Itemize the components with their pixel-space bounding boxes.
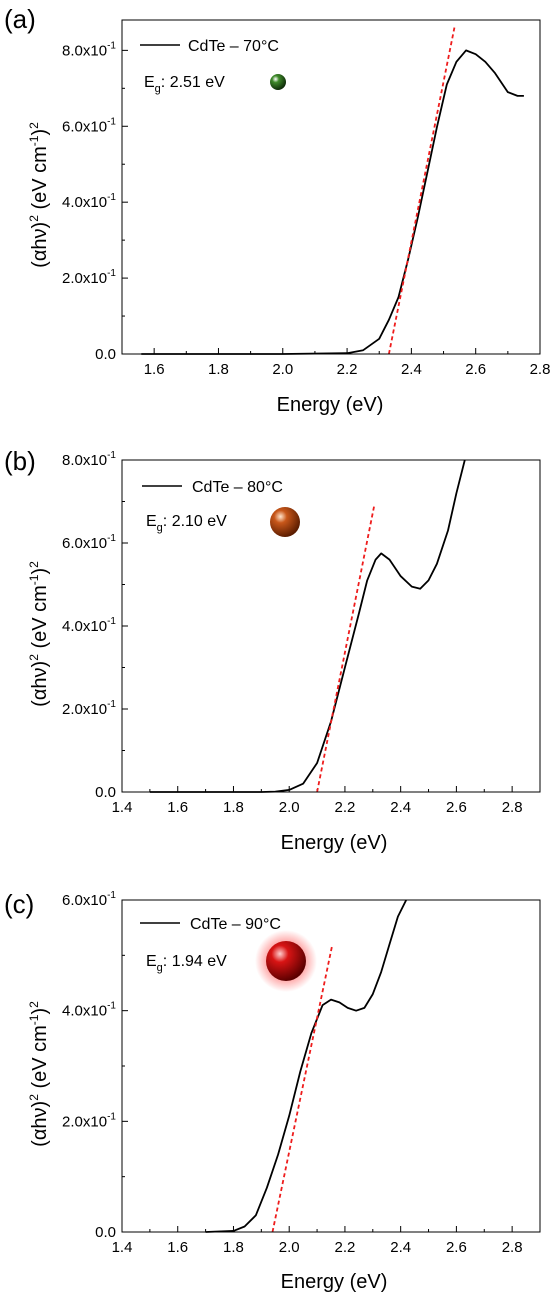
x-tick-label: 2.4 xyxy=(390,799,411,816)
bandgap-symbol: E xyxy=(146,953,157,970)
x-tick-label: 2.2 xyxy=(337,361,358,378)
axis-ticks: 1.4 1.6 1.8 2.0 2.2 2.4 2.6 2.8 0.0 2.0x10-1 4.0x1… xyxy=(62,890,523,1256)
absorption-curve-line xyxy=(205,899,408,1233)
chart-panel-b: (b) (αhν)2 (eV cm-1)2 Energy (eV) 1.4 1.6… xyxy=(4,446,541,854)
orange-sphere-icon xyxy=(270,507,300,537)
bandgap-value: : 2.51 eV xyxy=(161,74,225,91)
x-axis-label: Energy (eV) xyxy=(281,832,388,854)
x-tick-label: 1.8 xyxy=(223,799,244,816)
plot-frame xyxy=(121,19,541,355)
absorption-curve-line xyxy=(141,49,524,355)
chart-panel-c: (c) (αhν)2 (eV cm-1)2 Energy (eV) 1.4 1.6… xyxy=(4,889,541,1293)
x-tick-label: 2.2 xyxy=(335,1239,356,1256)
legend: CdTe – 80°C Eg: 2.10 eV xyxy=(142,479,300,537)
bandgap-subscript: g xyxy=(157,522,163,534)
legend: CdTe – 90°C Eg: 1.94 eV xyxy=(140,916,317,992)
y-tick-label: 2.0x10-1 xyxy=(62,1111,116,1130)
legend-series-label: CdTe – 70°C xyxy=(188,38,279,55)
x-tick-label: 2.6 xyxy=(446,799,467,816)
bandgap-symbol: E xyxy=(146,513,157,530)
y-tick-label: 4.0x10-1 xyxy=(62,1001,116,1020)
bandgap-symbol: E xyxy=(144,74,155,91)
legend-series-label: CdTe – 90°C xyxy=(190,916,281,933)
x-tick-label: 2.8 xyxy=(502,1239,523,1256)
x-tick-label: 1.8 xyxy=(223,1239,244,1256)
plot-area xyxy=(141,25,524,355)
x-tick-label: 2.4 xyxy=(390,1239,411,1256)
panel-label: (c) xyxy=(4,889,34,919)
x-tick-label: 2.6 xyxy=(465,361,486,378)
x-tick-label: 2.4 xyxy=(401,361,422,378)
y-tick-label: 0.0 xyxy=(95,346,116,363)
y-tick-label: 4.0x10-1 xyxy=(62,192,116,211)
y-axis-title: (αhν)2 (eV cm-1)2 xyxy=(27,1001,51,1147)
y-axis-title: (αhν)2 (eV cm-1)2 xyxy=(27,122,51,268)
x-tick-label: 2.0 xyxy=(272,361,293,378)
x-tick-label: 2.6 xyxy=(446,1239,467,1256)
panel-label: (a) xyxy=(4,4,36,34)
x-tick-label: 2.8 xyxy=(502,799,523,816)
bandgap-subscript: g xyxy=(157,962,163,974)
y-tick-label: 8.0x10-1 xyxy=(62,450,116,469)
axis-ticks: 1.4 1.6 1.8 2.0 2.2 2.4 2.6 2.8 0.0 2.0x10-1 4.0x1… xyxy=(62,450,523,816)
y-tick-label: 0.0 xyxy=(95,784,116,801)
x-tick-label: 1.4 xyxy=(112,1239,133,1256)
y-tick-label: 8.0x10-1 xyxy=(62,40,116,59)
plot-frame xyxy=(121,459,541,793)
plot-frame xyxy=(121,899,541,1233)
chart-panel-a: (a) (αhν)2 (eV cm-1)2 Energy (eV) 1.6 1.8… xyxy=(4,4,550,416)
bandgap-label: Eg: 2.10 eV xyxy=(146,513,227,534)
x-tick-label: 1.4 xyxy=(112,799,133,816)
x-tick-label: 2.8 xyxy=(530,361,550,378)
y-axis-label: (αhν)2 (eV cm-1)2 xyxy=(27,1001,51,1147)
bandgap-label: Eg: 1.94 eV xyxy=(146,953,227,974)
panel-label: (b) xyxy=(4,446,36,476)
green-sphere-icon xyxy=(270,74,286,90)
axis-ticks: 1.6 1.8 2.0 2.2 2.4 2.6 2.8 0.0 2.0x10-1 4.0x10-1… xyxy=(62,40,550,378)
x-axis-label: Energy (eV) xyxy=(277,394,384,416)
x-tick-label: 2.2 xyxy=(335,799,356,816)
plot-area xyxy=(149,459,466,793)
x-tick-label: 2.0 xyxy=(279,1239,300,1256)
legend: CdTe – 70°C Eg: 2.51 eV xyxy=(140,38,286,95)
y-tick-label: 4.0x10-1 xyxy=(62,616,116,635)
bandgap-label: Eg: 2.51 eV xyxy=(144,74,225,95)
x-tick-label: 2.0 xyxy=(279,799,300,816)
y-tick-label: 6.0x10-1 xyxy=(62,890,116,909)
y-axis-title: (αhν)2 (eV cm-1)2 xyxy=(27,561,51,707)
bandgap-value: : 2.10 eV xyxy=(163,513,227,530)
y-tick-label: 2.0x10-1 xyxy=(62,268,116,287)
y-tick-label: 2.0x10-1 xyxy=(62,699,116,718)
absorption-curve-line xyxy=(149,459,466,793)
bandgap-value: : 1.94 eV xyxy=(163,953,227,970)
y-axis-label: (αhν)2 (eV cm-1)2 xyxy=(27,122,51,268)
x-tick-label: 1.6 xyxy=(167,1239,188,1256)
y-axis-label: (αhν)2 (eV cm-1)2 xyxy=(27,561,51,707)
linear-fit-line xyxy=(316,505,376,793)
bandgap-subscript: g xyxy=(155,83,161,95)
legend-series-label: CdTe – 80°C xyxy=(192,479,283,496)
x-tick-label: 1.6 xyxy=(167,799,188,816)
x-tick-label: 1.8 xyxy=(208,361,229,378)
y-tick-label: 6.0x10-1 xyxy=(62,533,116,552)
x-axis-label: Energy (eV) xyxy=(281,1271,388,1293)
x-tick-label: 1.6 xyxy=(144,361,165,378)
y-tick-label: 6.0x10-1 xyxy=(62,116,116,135)
red-sphere-icon xyxy=(266,941,306,981)
plot-area xyxy=(205,899,408,1233)
y-tick-label: 0.0 xyxy=(95,1224,116,1241)
linear-fit-line xyxy=(388,25,456,355)
